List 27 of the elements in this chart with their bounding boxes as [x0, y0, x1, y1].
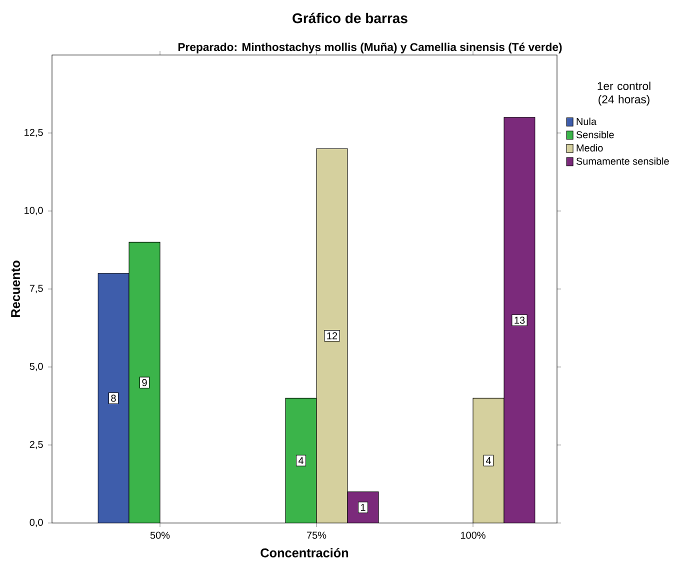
- data-label: 8: [111, 394, 116, 402]
- x-tick-label: 100%: [460, 532, 486, 539]
- data-label: 4: [298, 457, 304, 464]
- x-tick-label: 50%: [150, 532, 170, 539]
- legend-label: Sumamente sensible: [576, 157, 669, 165]
- data-label: 1: [360, 504, 366, 511]
- data-label: 4: [486, 457, 491, 464]
- y-tick-label: 10,0: [24, 206, 43, 216]
- data-label: 12: [327, 332, 338, 340]
- x-axis-title: Concentración: [260, 548, 348, 558]
- y-tick-label: 0,0: [30, 518, 43, 528]
- data-label: 9: [142, 379, 147, 386]
- legend-label: Medio: [576, 144, 603, 152]
- y-tick-label: 5,0: [30, 362, 43, 372]
- y-tick-label: 7,5: [30, 284, 43, 294]
- legend-label: Sensible: [576, 130, 614, 138]
- chart-subtitle: Preparado: Minthostachys mollis (Muña) y Camellia sinensis (Té verde): [178, 42, 562, 54]
- chart-title: Gráfico de barras: [292, 12, 408, 24]
- data-label: 13: [514, 316, 525, 324]
- bar: [472, 398, 504, 523]
- bar: [316, 148, 348, 523]
- legend-label: Nula: [576, 118, 597, 126]
- y-tick-label: 12,5: [24, 128, 43, 138]
- y-tick-label: 2,5: [30, 440, 43, 450]
- legend-title: 1er control (24 horas): [598, 82, 650, 106]
- x-tick-label: 75%: [307, 532, 326, 539]
- y-axis-title: Recuento: [11, 260, 20, 317]
